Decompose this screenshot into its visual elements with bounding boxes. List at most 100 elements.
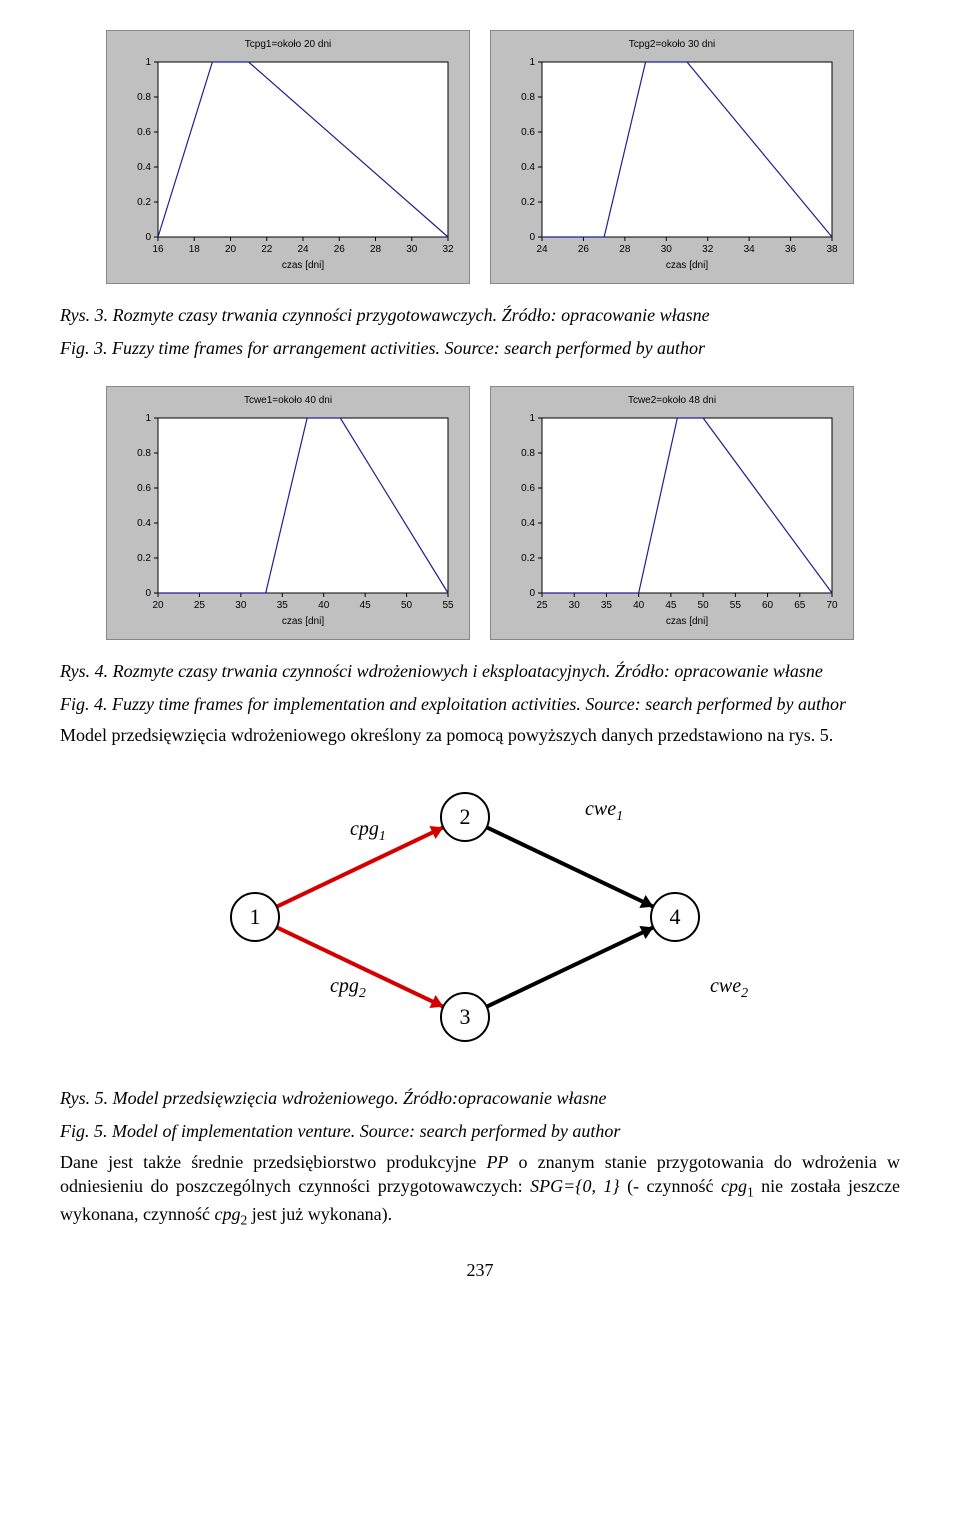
text-pp: PP: [486, 1152, 508, 1172]
svg-text:0: 0: [529, 232, 535, 243]
svg-text:40: 40: [318, 600, 330, 611]
svg-text:40: 40: [633, 600, 645, 611]
chart-svg-tcpg2: 0 0.2 0.4 0.6 0.8 1 24 26 28 30 32 34 36 38 czas [dni]: [497, 52, 847, 272]
svg-text:30: 30: [235, 600, 247, 611]
svg-text:cwe1: cwe1: [585, 798, 623, 824]
svg-text:70: 70: [826, 600, 838, 611]
svg-text:0.4: 0.4: [521, 518, 535, 529]
network-svg: cpg1 cpg2 cwe1 cwe2 1 2 3 4: [165, 767, 795, 1067]
svg-text:czas [dni]: czas [dni]: [282, 260, 324, 271]
svg-text:18: 18: [189, 244, 201, 255]
svg-text:0.6: 0.6: [137, 483, 151, 494]
chart-tcwe1: Tcwe1=około 40 dni 00.20.40.60.812025303…: [106, 386, 470, 640]
text-spg: SPG={0, 1}: [530, 1176, 620, 1196]
svg-text:0.8: 0.8: [137, 92, 151, 103]
caption-rys5: Rys. 5. Model przedsięwzięcia wdrożeniow…: [60, 1087, 900, 1110]
text-cpg2: cpg: [214, 1204, 240, 1224]
chart-tcpg1: Tcpg1=około 20 dni 00.20.40.60.811618202…: [106, 30, 470, 284]
svg-text:2: 2: [460, 804, 471, 829]
network-diagram: cpg1 cpg2 cwe1 cwe2 1 2 3 4: [60, 767, 900, 1067]
svg-text:45: 45: [360, 600, 372, 611]
svg-text:0: 0: [145, 232, 151, 243]
svg-text:30: 30: [406, 244, 418, 255]
svg-text:1: 1: [250, 904, 261, 929]
svg-text:32: 32: [702, 244, 714, 255]
svg-text:3: 3: [460, 1004, 471, 1029]
chart-title: Tcwe2=około 48 dni: [497, 393, 847, 408]
svg-text:0.4: 0.4: [137, 162, 151, 173]
svg-text:35: 35: [277, 600, 289, 611]
caption-rys4: Rys. 4. Rozmyte czasy trwania czynności …: [60, 660, 900, 683]
chart-row-2: Tcwe1=około 40 dni 0 0.2 0.4 0.6 0.8 1 20 25 30 3…: [60, 386, 900, 640]
svg-text:34: 34: [744, 244, 756, 255]
svg-text:26: 26: [578, 244, 590, 255]
svg-text:0.2: 0.2: [137, 197, 151, 208]
svg-text:0.4: 0.4: [137, 518, 151, 529]
caption-rys3: Rys. 3. Rozmyte czasy trwania czynności …: [60, 304, 900, 327]
svg-text:0.6: 0.6: [521, 483, 535, 494]
svg-text:czas [dni]: czas [dni]: [666, 616, 708, 627]
svg-text:cpg1: cpg1: [350, 818, 386, 844]
svg-text:60: 60: [762, 600, 774, 611]
svg-text:1: 1: [529, 413, 535, 424]
svg-text:30: 30: [569, 600, 581, 611]
svg-text:38: 38: [826, 244, 838, 255]
svg-text:0.2: 0.2: [521, 197, 535, 208]
svg-text:cpg2: cpg2: [330, 975, 366, 1001]
svg-text:26: 26: [334, 244, 346, 255]
svg-text:0.6: 0.6: [137, 127, 151, 138]
caption-fig5: Fig. 5. Model of implementation venture.…: [60, 1120, 900, 1143]
svg-text:16: 16: [152, 244, 164, 255]
svg-text:0.8: 0.8: [521, 92, 535, 103]
sub1: 1: [747, 1185, 754, 1200]
paragraph-dane: Dane jest także średnie przedsiębiorstwo…: [60, 1150, 900, 1230]
chart-tcwe2: Tcwe2=około 48 dni 00.20.40.60.812530354…: [490, 386, 854, 640]
chart-row-1: Tcpg1=około 20 dni 0 0.2 0.4 0.6 0.8 1 16 18 20 2…: [60, 30, 900, 284]
text: jest już wykonana).: [247, 1204, 392, 1224]
svg-text:65: 65: [794, 600, 806, 611]
svg-text:4: 4: [670, 904, 681, 929]
chart-svg-tcwe2: 00.20.40.60.8125303540455055606570czas […: [497, 408, 847, 628]
svg-text:cwe2: cwe2: [710, 975, 748, 1001]
svg-text:0.6: 0.6: [521, 127, 535, 138]
svg-text:22: 22: [261, 244, 273, 255]
svg-text:55: 55: [442, 600, 454, 611]
chart-title: Tcpg2=około 30 dni: [497, 37, 847, 52]
svg-text:25: 25: [194, 600, 206, 611]
svg-text:0: 0: [529, 588, 535, 599]
text: Dane jest także średnie przedsiębiorstwo…: [60, 1152, 486, 1172]
svg-text:0: 0: [145, 588, 151, 599]
text: (- czynność: [620, 1176, 721, 1196]
text-cpg1: cpg: [721, 1176, 747, 1196]
svg-text:czas [dni]: czas [dni]: [666, 260, 708, 271]
svg-text:45: 45: [665, 600, 677, 611]
chart-tcpg2: Tcpg2=około 30 dni 0 0.2 0.4 0.6 0.8 1 24 26 28 3…: [490, 30, 854, 284]
svg-text:28: 28: [370, 244, 382, 255]
svg-text:50: 50: [698, 600, 710, 611]
svg-text:55: 55: [730, 600, 742, 611]
svg-text:32: 32: [442, 244, 454, 255]
svg-text:czas [dni]: czas [dni]: [282, 616, 324, 627]
svg-text:20: 20: [225, 244, 237, 255]
caption-fig4: Fig. 4. Fuzzy time frames for implementa…: [60, 693, 900, 716]
svg-text:28: 28: [619, 244, 631, 255]
svg-text:24: 24: [297, 244, 309, 255]
caption-fig3: Fig. 3. Fuzzy time frames for arrangemen…: [60, 337, 900, 360]
chart-svg-tcwe1: 00.20.40.60.812025303540455055czas [dni]: [113, 408, 463, 628]
page-number: 237: [60, 1260, 900, 1281]
svg-text:25: 25: [536, 600, 548, 611]
chart-title: Tcwe1=około 40 dni: [113, 393, 463, 408]
svg-text:50: 50: [401, 600, 413, 611]
svg-text:0.8: 0.8: [137, 448, 151, 459]
svg-text:24: 24: [536, 244, 548, 255]
chart-svg-tcpg1: 00.20.40.60.81161820222426283032czas [dn…: [113, 52, 463, 272]
svg-text:20: 20: [152, 600, 164, 611]
svg-text:0.8: 0.8: [521, 448, 535, 459]
svg-text:1: 1: [529, 57, 535, 68]
svg-text:0.4: 0.4: [521, 162, 535, 173]
chart-title: Tcpg1=około 20 dni: [113, 37, 463, 52]
svg-text:30: 30: [661, 244, 673, 255]
svg-text:0.2: 0.2: [137, 553, 151, 564]
svg-text:36: 36: [785, 244, 797, 255]
svg-text:0.2: 0.2: [521, 553, 535, 564]
